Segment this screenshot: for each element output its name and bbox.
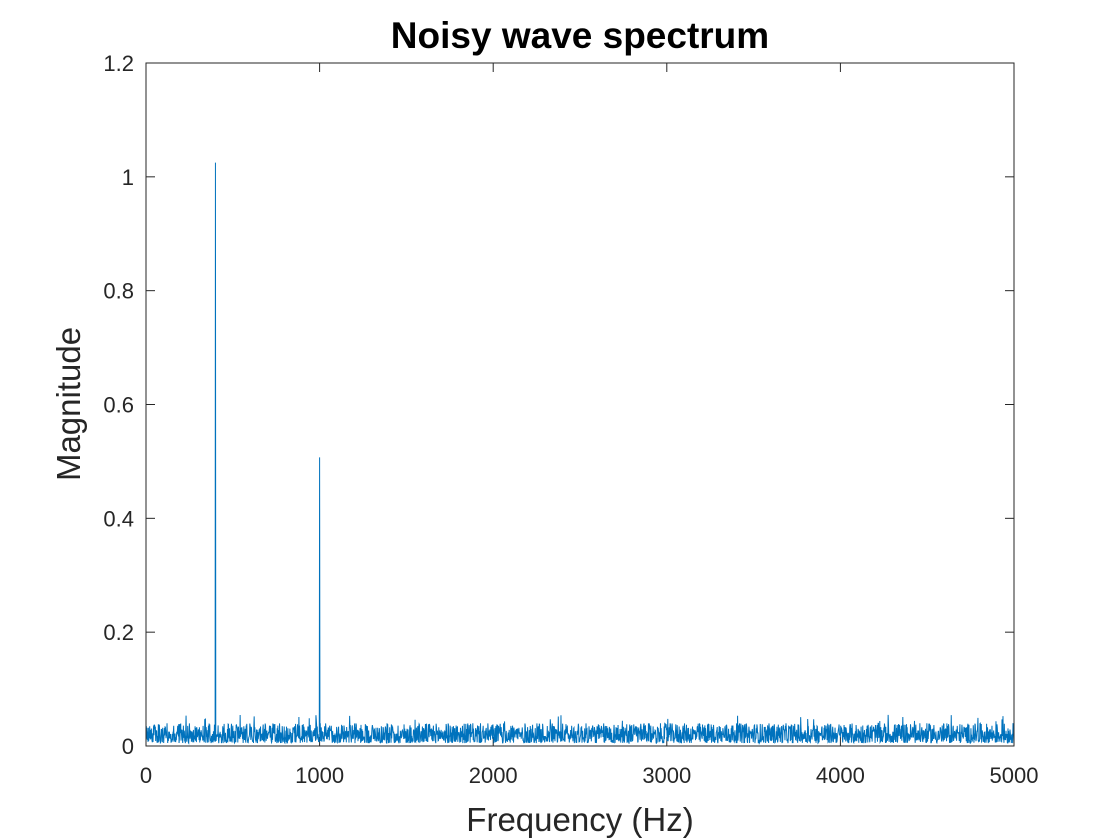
axes-box <box>145 62 1015 747</box>
y-tick-label: 0.8 <box>103 279 134 304</box>
y-tick-label: 1.2 <box>103 51 134 76</box>
y-tick-label: 0.2 <box>103 620 134 645</box>
y-tick-labels: 0 0.2 0.4 0.6 0.8 1 1.2 <box>103 51 134 759</box>
x-axis-label: Frequency (Hz) <box>466 801 693 838</box>
axes-background <box>146 63 1014 746</box>
x-tick-label: 1000 <box>295 763 344 788</box>
y-tick-label: 0 <box>122 734 134 759</box>
x-tick-labels: 0 1000 2000 3000 4000 5000 <box>140 763 1039 788</box>
y-tick-label: 0.4 <box>103 506 134 531</box>
x-tick-label: 2000 <box>469 763 518 788</box>
x-tick-label: 0 <box>140 763 152 788</box>
x-tick-label: 4000 <box>816 763 865 788</box>
y-tick-label: 0.6 <box>103 393 134 418</box>
chart-title: Noisy wave spectrum <box>391 15 769 56</box>
spectrum-series-line <box>145 162 1015 745</box>
x-tick-label: 3000 <box>642 763 691 788</box>
series-layer <box>145 162 1015 745</box>
y-axis-label: Magnitude <box>50 327 87 481</box>
x-tick-label: 5000 <box>990 763 1039 788</box>
y-tick-label: 1 <box>122 165 134 190</box>
